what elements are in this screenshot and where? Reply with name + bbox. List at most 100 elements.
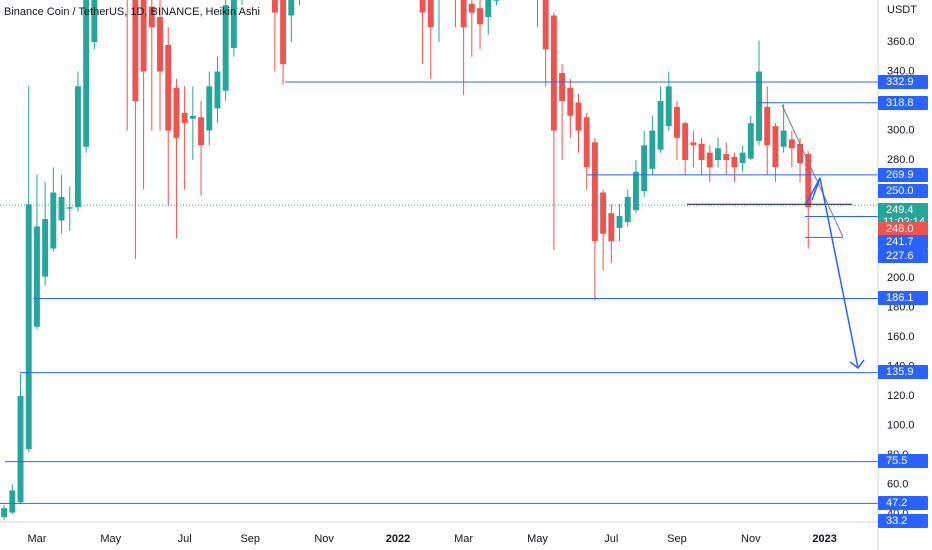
candle-body — [567, 87, 574, 116]
candle-body — [772, 126, 779, 168]
x-tick-label: 2023 — [812, 533, 836, 545]
y-tick-label: 280.0 — [887, 154, 915, 166]
candle-body — [91, 0, 98, 43]
candle-body — [173, 87, 180, 138]
price-label: 241.7 — [886, 236, 914, 248]
trend-line — [781, 104, 844, 238]
candle-body — [550, 15, 557, 131]
candle-body — [608, 213, 615, 242]
candle-body — [50, 192, 57, 249]
candle-body — [33, 226, 40, 327]
candle-body — [674, 106, 680, 138]
candle-body — [66, 207, 73, 209]
candle-body — [132, 0, 139, 102]
candle-body — [616, 216, 623, 228]
y-tick-label: 360.0 — [887, 36, 915, 48]
axes: 360.0340.0300.0280.0200.0180.0160.0140.0… — [27, 36, 914, 545]
price-label-bg — [878, 291, 928, 305]
candle-body — [460, 0, 467, 28]
candle-body — [485, 0, 492, 17]
candle-body — [83, 0, 90, 147]
price-label: 332.9 — [886, 76, 914, 88]
x-tick-label: Sep — [667, 533, 687, 545]
candle-body — [788, 139, 795, 149]
candle-body — [9, 490, 16, 513]
price-label-bg — [878, 454, 928, 468]
x-tick-label: Jul — [178, 533, 192, 545]
candle-body — [189, 115, 196, 119]
candle-body — [493, 0, 500, 1]
price-label-bg — [878, 496, 928, 510]
candle-body — [477, 8, 483, 25]
price-label: 135.9 — [886, 366, 914, 378]
price-label: 250.0 — [886, 185, 914, 197]
projection-arrow — [819, 177, 859, 369]
candle-body — [206, 86, 213, 131]
candle-body — [682, 123, 689, 161]
candle-body — [542, 0, 549, 50]
x-tick-label: Jul — [604, 533, 618, 545]
candle-body — [1, 508, 8, 517]
arrow-head — [849, 359, 865, 370]
candle-body — [583, 117, 590, 168]
plot-area — [0, 0, 878, 520]
price-label: 318.8 — [886, 97, 914, 109]
candle-body — [419, 0, 426, 13]
x-tick-label: Mar — [454, 533, 473, 545]
candle-body — [468, 3, 475, 13]
x-tick-label: May — [527, 533, 548, 545]
candle-body — [706, 152, 713, 168]
candle-body — [649, 130, 656, 169]
candle-body — [591, 142, 598, 242]
price-label: 249.4 — [886, 204, 914, 216]
candle-body — [559, 73, 566, 102]
candle-body — [715, 148, 721, 161]
price-label-bg — [878, 222, 928, 236]
price-label-bg — [878, 249, 928, 263]
x-tick-label: Mar — [27, 533, 46, 545]
x-tick-label: 2022 — [386, 533, 410, 545]
candle-body — [198, 117, 204, 146]
projection-line — [811, 177, 821, 201]
candle-body — [288, 0, 295, 16]
y-tick-label: 300.0 — [887, 124, 915, 136]
x-tick-label: Nov — [741, 533, 761, 545]
y-tick-label: 160.0 — [887, 331, 915, 343]
candle-body — [74, 86, 81, 208]
x-tick-label: May — [100, 533, 121, 545]
candle-body — [764, 106, 771, 146]
price-label: 47.2 — [886, 497, 907, 509]
candle-body — [25, 204, 32, 450]
price-label-bg — [878, 96, 928, 110]
candle-body — [148, 6, 155, 28]
candle-body — [17, 396, 24, 503]
y-tick-label: 120.0 — [887, 390, 915, 402]
candle-body — [42, 219, 49, 277]
candle-body — [214, 71, 221, 109]
y-tick-label: 200.0 — [887, 272, 915, 284]
candle-body — [780, 130, 787, 147]
price-label: 227.6 — [886, 250, 914, 262]
y-tick-label: 340.0 — [887, 65, 915, 77]
y-tick-label: 60.0 — [887, 478, 908, 490]
price-label-bg — [878, 168, 928, 182]
x-tick-label: Sep — [240, 533, 260, 545]
candle-body — [641, 145, 648, 192]
candle-body — [427, 0, 434, 28]
candle-body — [690, 142, 697, 146]
candle-body — [271, 0, 278, 13]
candle-body — [747, 123, 754, 159]
chart-title: Binance Coin / TetherUS, 1D, BINANCE, He… — [4, 6, 260, 18]
price-labels: 332.9318.8269.9250.0249.411:02:14248.024… — [878, 75, 928, 528]
price-label: 33.2 — [886, 515, 907, 527]
price-label-bg — [878, 365, 928, 379]
candle-body — [632, 171, 639, 211]
y-tick-label: 100.0 — [887, 419, 915, 431]
candle-body — [698, 143, 705, 161]
candle-body — [731, 157, 738, 168]
candle-body — [624, 196, 631, 222]
drawings — [781, 104, 865, 370]
candle-body — [181, 112, 188, 124]
